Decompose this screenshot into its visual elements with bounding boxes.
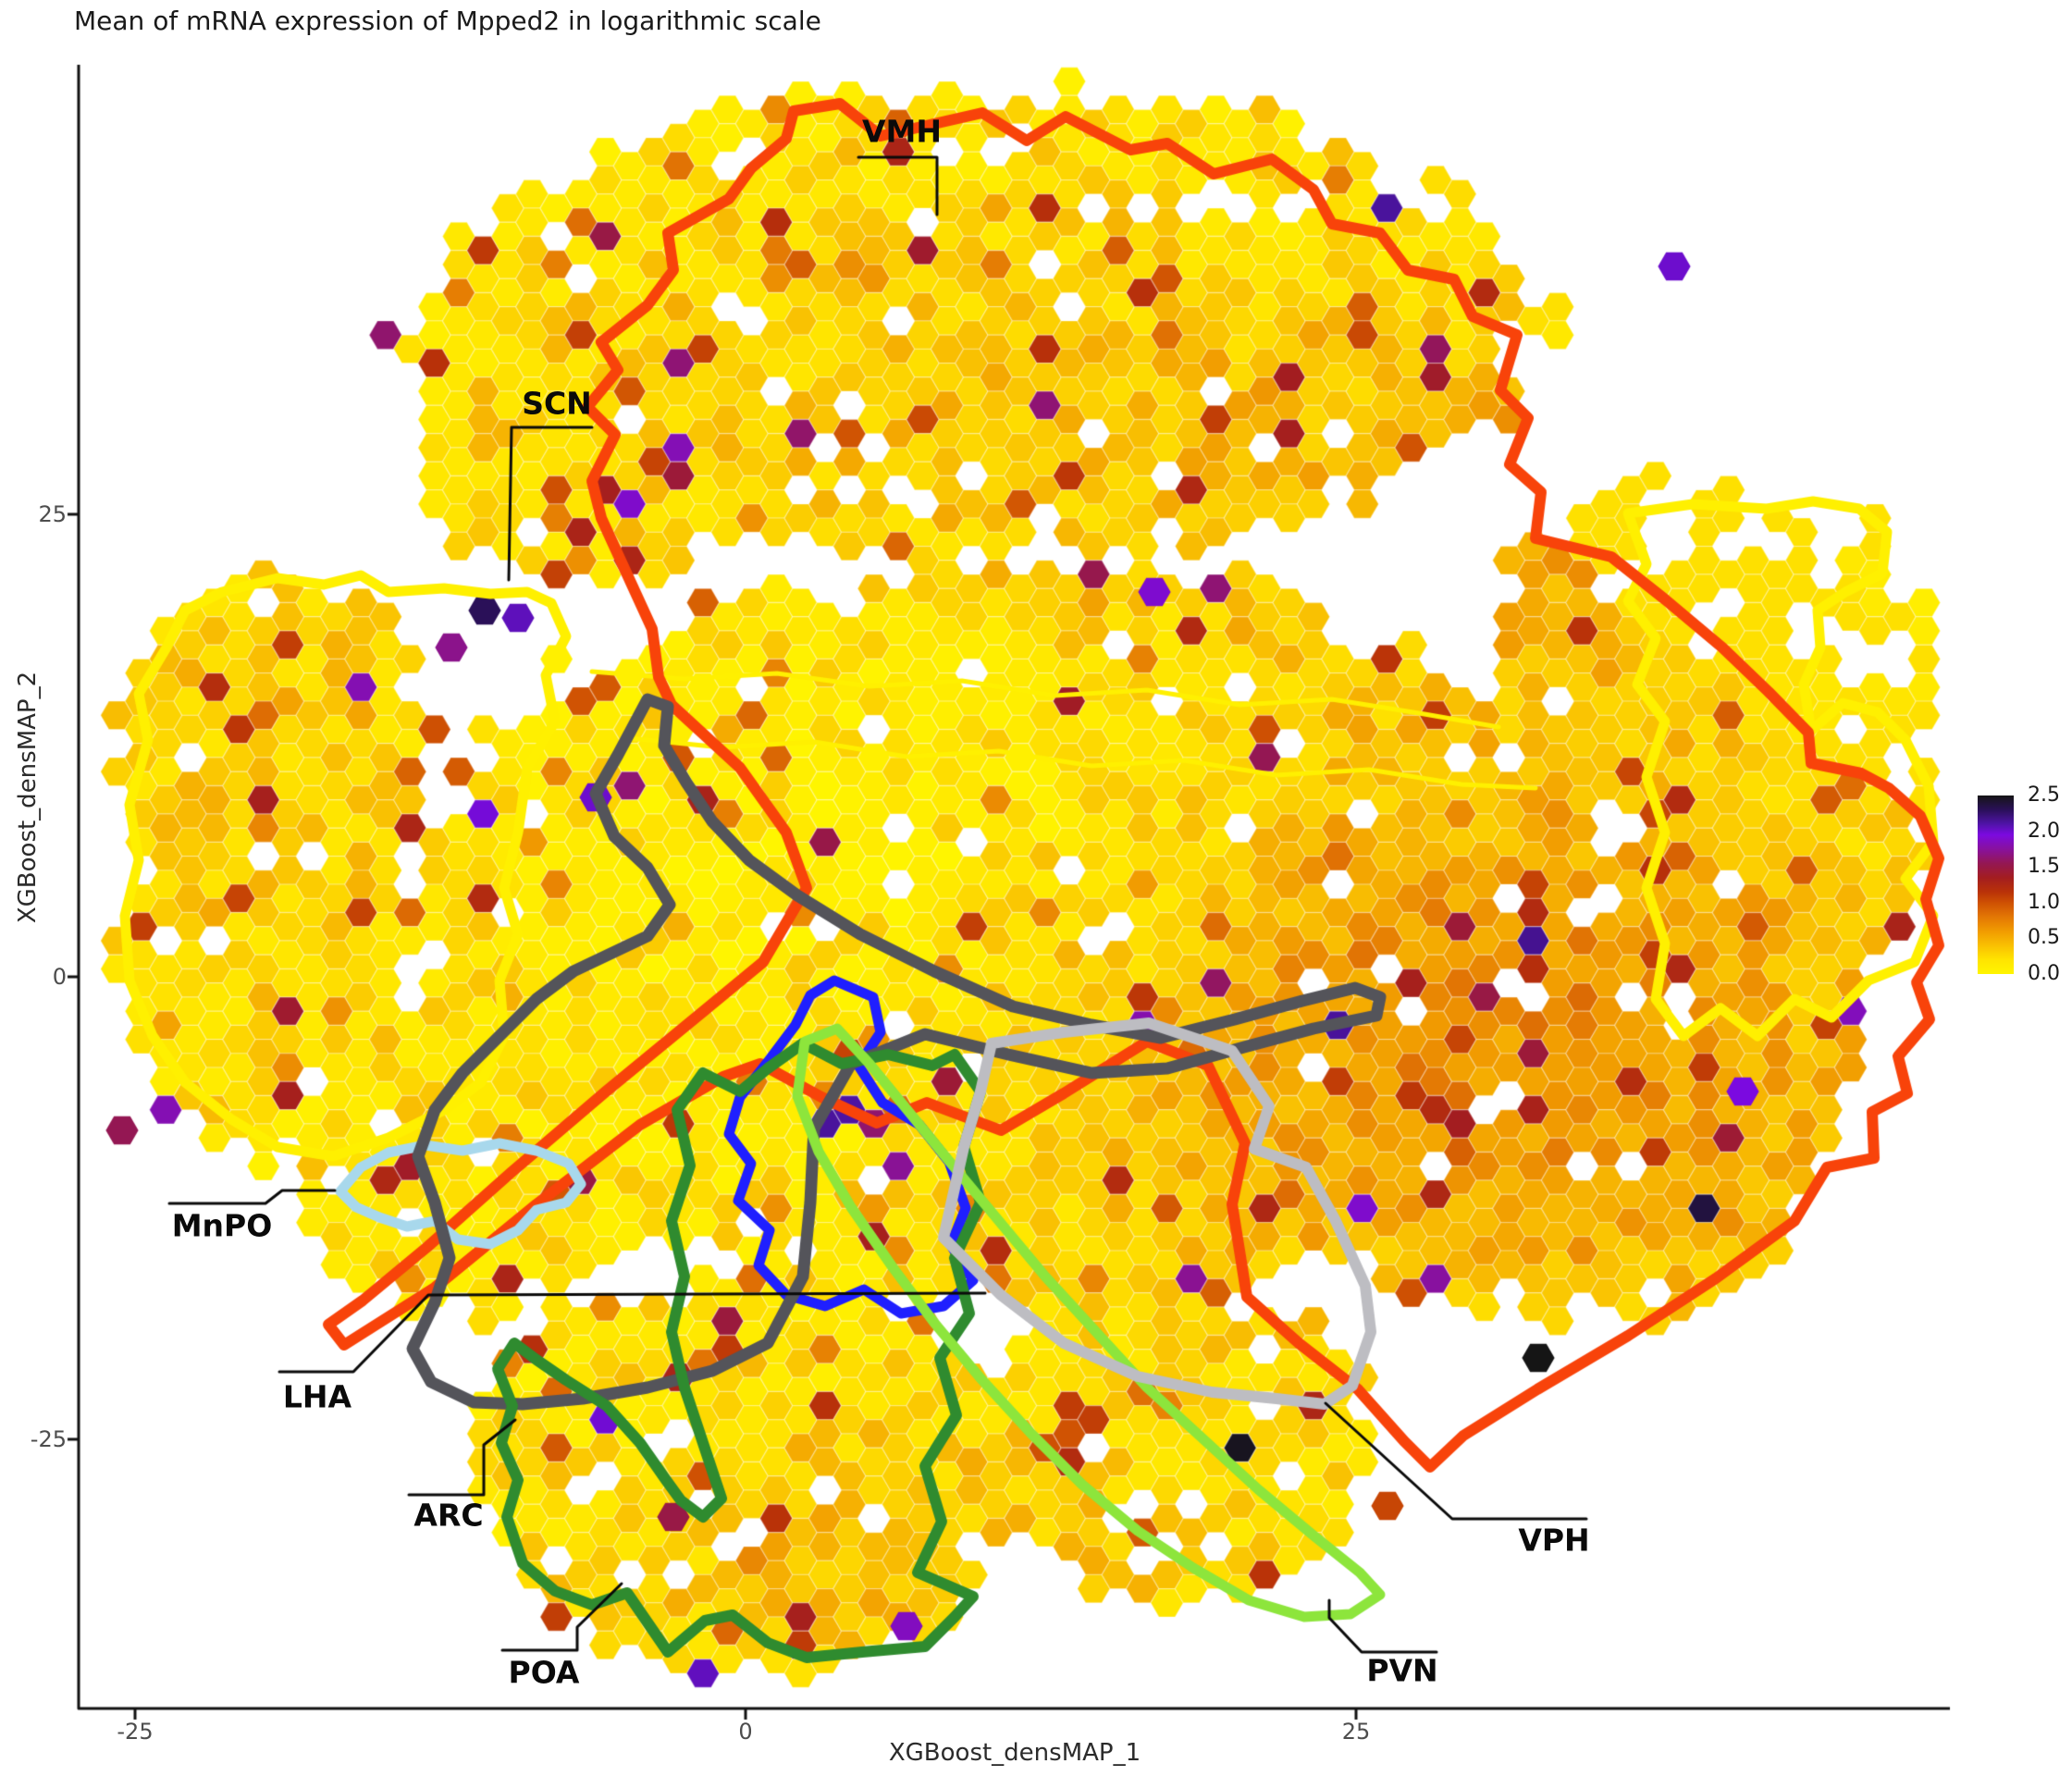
x-tick-25: 25 <box>1341 1719 1371 1745</box>
y-axis-label: XGBoost_densMAP_2 <box>14 671 42 924</box>
region-label-mnpo: MnPO <box>171 1207 273 1244</box>
region-label-scn: SCN <box>522 385 592 422</box>
region-label-pvn: PVN <box>1366 1652 1438 1689</box>
colorbar-gradient <box>1978 796 2014 974</box>
colorbar-tick-2_0: 2.0 <box>2028 819 2060 843</box>
x-axis-label: XGBoost_densMAP_1 <box>888 1739 1141 1767</box>
region-label-poa: POA <box>508 1654 580 1691</box>
region-label-vph: VPH <box>1518 1522 1590 1559</box>
x-tick-minus25: -25 <box>117 1719 154 1745</box>
y-tick-25: 25 <box>38 501 67 527</box>
chart-title: Mean of mRNA expression of Mpped2 in log… <box>74 6 821 36</box>
y-tick-0: 0 <box>52 964 67 990</box>
region-label-arc: ARC <box>413 1497 484 1534</box>
x-tick-0: 0 <box>738 1719 753 1745</box>
region-label-lha: LHA <box>282 1378 352 1415</box>
colorbar-tick-2_5: 2.5 <box>2028 783 2060 807</box>
colorbar-tick-1_5: 1.5 <box>2028 855 2060 879</box>
colorbar-tick-0_5: 0.5 <box>2028 926 2060 950</box>
colorbar-tick-0_0: 0.0 <box>2028 962 2060 985</box>
region-label-vmh: VMH <box>862 113 942 150</box>
colorbar-tick-1_0: 1.0 <box>2028 890 2060 914</box>
y-tick-minus25: -25 <box>30 1426 67 1452</box>
